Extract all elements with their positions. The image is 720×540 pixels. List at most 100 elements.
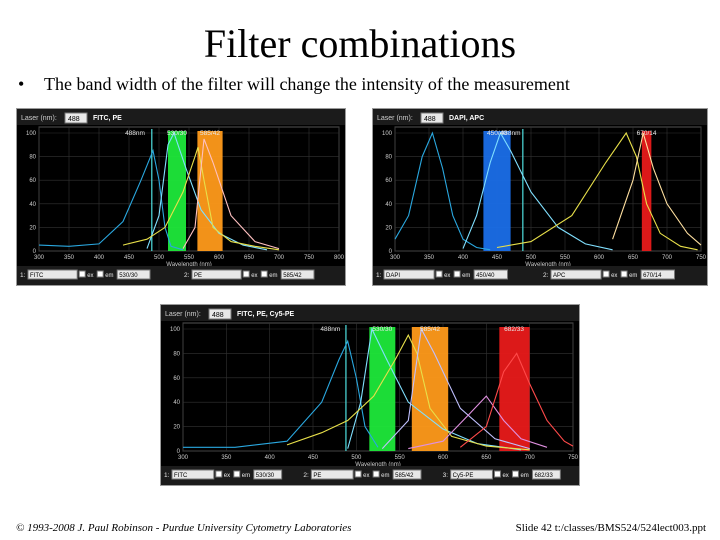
dye-select-value: FITC xyxy=(30,273,44,279)
band-label: 450/40 xyxy=(487,130,507,137)
em-label: em xyxy=(242,473,250,479)
header-bar xyxy=(17,109,345,125)
x-tick-label: 550 xyxy=(560,255,571,261)
x-tick-label: 350 xyxy=(64,255,75,261)
x-tick-label: 700 xyxy=(525,455,536,461)
em-label: em xyxy=(520,473,528,479)
em-label: em xyxy=(105,273,113,279)
em-checkbox[interactable] xyxy=(511,470,519,478)
y-tick-label: 20 xyxy=(173,425,180,431)
x-tick-label: 500 xyxy=(526,255,537,261)
dye-select[interactable] xyxy=(171,469,215,480)
laser-select[interactable] xyxy=(208,308,232,320)
dye-select[interactable] xyxy=(191,269,242,280)
laser-select[interactable] xyxy=(420,112,444,124)
em-checkbox[interactable] xyxy=(453,270,461,278)
laser-label: Laser (nm): xyxy=(165,311,201,318)
spectrum-curve xyxy=(459,352,574,448)
x-axis-title: Wavelength (nm) xyxy=(525,262,570,268)
dye-select[interactable] xyxy=(383,269,435,280)
band-label: 670/14 xyxy=(637,130,657,137)
y-tick-label: 80 xyxy=(385,155,392,161)
x-tick-label: 350 xyxy=(221,455,232,461)
filter-select[interactable] xyxy=(473,269,508,280)
em-checkbox[interactable] xyxy=(620,270,628,278)
copyright-footer: © 1993-2008 J. Paul Robinson - Purdue Un… xyxy=(16,522,352,534)
filter-select[interactable] xyxy=(116,269,151,280)
dye-names: DAPI, APC xyxy=(449,115,484,122)
y-tick-label: 60 xyxy=(385,178,392,184)
ex-checkbox[interactable] xyxy=(242,270,250,278)
spectrum-curve xyxy=(146,131,268,251)
ex-checkbox[interactable] xyxy=(215,470,223,478)
em-checkbox[interactable] xyxy=(96,270,104,278)
ex-checkbox[interactable] xyxy=(435,270,443,278)
ex-label: ex xyxy=(224,473,230,479)
filter-select-value: 585/42 xyxy=(283,273,302,279)
x-axis-title: Wavelength (nm) xyxy=(166,262,211,268)
filter-select[interactable] xyxy=(640,269,676,280)
band-label: 585/42 xyxy=(420,326,440,333)
dye-select[interactable] xyxy=(550,269,602,280)
filter-band xyxy=(411,327,449,451)
y-tick-label: 60 xyxy=(29,178,36,184)
spectrum-curve xyxy=(394,131,491,251)
filter-band xyxy=(641,131,652,251)
laser-label: Laser (nm): xyxy=(21,115,57,122)
ex-checkbox[interactable] xyxy=(354,470,362,478)
em-checkbox[interactable] xyxy=(260,270,268,278)
laser-value: 488 xyxy=(68,116,80,123)
y-tick-label: 20 xyxy=(385,225,392,231)
x-tick-label: 500 xyxy=(154,255,165,261)
y-tick-label: 60 xyxy=(173,376,180,382)
dye-select[interactable] xyxy=(27,269,78,280)
band-label: 488nm xyxy=(320,326,340,333)
ex-checkbox[interactable] xyxy=(78,270,86,278)
x-tick-label: 600 xyxy=(214,255,225,261)
x-tick-label: 300 xyxy=(178,455,189,461)
band-label: 488nm xyxy=(125,130,145,137)
filter-band xyxy=(483,131,511,251)
x-tick-label: 550 xyxy=(184,255,195,261)
x-tick-label: 450 xyxy=(492,255,503,261)
em-label: em xyxy=(381,473,389,479)
laser-select[interactable] xyxy=(64,112,88,124)
spectra-viewer-dapi-apc: Laser (nm): 488 DAPI, APC 300 350 400 450 500 55… xyxy=(372,108,708,286)
filter-select[interactable] xyxy=(280,269,315,280)
dye-select[interactable] xyxy=(450,469,493,480)
ex-label: ex xyxy=(502,473,508,479)
x-tick-label: 300 xyxy=(390,255,401,261)
spectrum-curve xyxy=(612,132,702,246)
x-tick-label: 750 xyxy=(696,255,707,261)
filter-select[interactable] xyxy=(531,469,561,480)
spectrum-curve xyxy=(496,131,698,251)
x-tick-label: 650 xyxy=(244,255,255,261)
x-tick-label: 400 xyxy=(265,455,276,461)
laser-value: 488 xyxy=(424,116,436,123)
ex-label: ex xyxy=(251,273,257,279)
em-checkbox[interactable] xyxy=(372,470,380,478)
laser-value: 488 xyxy=(212,312,224,319)
filter-select-value: 530/30 xyxy=(119,273,138,279)
ex-checkbox[interactable] xyxy=(602,270,610,278)
dye-names: FITC, PE xyxy=(93,115,122,122)
ex-label: ex xyxy=(611,273,617,279)
filter-select[interactable] xyxy=(392,469,422,480)
em-label: em xyxy=(462,273,470,279)
em-label: em xyxy=(629,273,637,279)
dye-select-value: PE xyxy=(194,273,202,279)
channel-label: 1: xyxy=(376,272,382,279)
x-tick-label: 450 xyxy=(308,455,319,461)
x-tick-label: 700 xyxy=(274,255,285,261)
x-axis-title: Wavelength (nm) xyxy=(355,462,400,468)
filter-select[interactable] xyxy=(253,469,283,480)
ex-checkbox[interactable] xyxy=(493,470,501,478)
dye-select[interactable] xyxy=(310,469,354,480)
em-checkbox[interactable] xyxy=(233,470,241,478)
laser-label: Laser (nm): xyxy=(377,115,413,122)
filter-select-value: 682/33 xyxy=(534,473,553,479)
spectrum-curve xyxy=(381,327,530,450)
